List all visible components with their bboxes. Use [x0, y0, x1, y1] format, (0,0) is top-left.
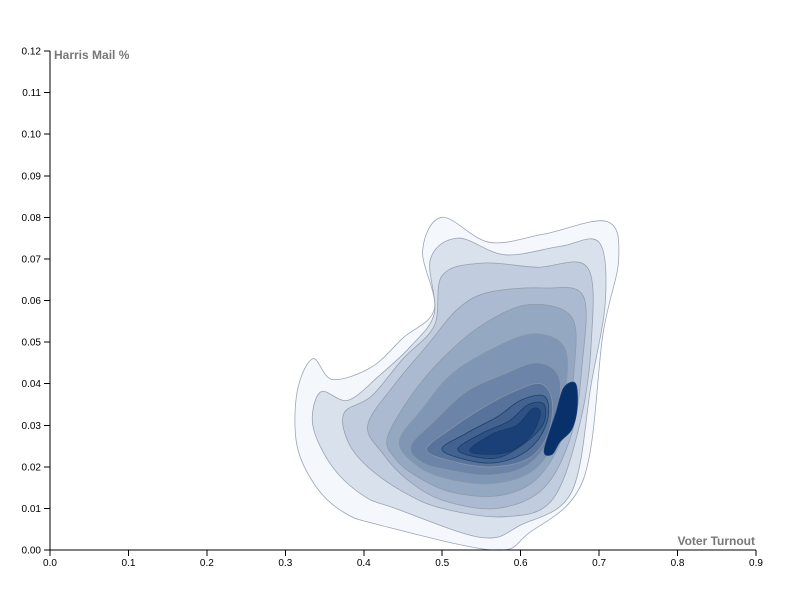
- x-tick-label: 0.5: [435, 558, 449, 569]
- y-tick-label: 0.01: [22, 504, 42, 515]
- y-axis-title: Harris Mail %: [54, 48, 130, 62]
- y-tick-label: 0.07: [22, 254, 42, 265]
- x-axis-title: Voter Turnout: [677, 534, 755, 548]
- y-tick-label: 0.00: [22, 546, 42, 557]
- y-tick-label: 0.04: [22, 379, 42, 390]
- y-tick-label: 0.10: [22, 130, 42, 141]
- y-tick-label: 0.09: [22, 171, 42, 182]
- x-tick-label: 0.2: [200, 558, 214, 569]
- y-tick-label: 0.03: [22, 421, 42, 432]
- y-tick-label: 0.06: [22, 296, 42, 307]
- y-tick-label: 0.12: [22, 47, 42, 58]
- x-tick-label: 0.3: [278, 558, 292, 569]
- x-tick-label: 0.4: [357, 558, 371, 569]
- x-tick-label: 0.6: [514, 558, 528, 569]
- y-tick-label: 0.08: [22, 213, 42, 224]
- y-tick-label: 0.05: [22, 338, 42, 349]
- density-contour-level-12: [543, 381, 578, 456]
- density-contour-level-11: [469, 407, 541, 455]
- y-tick-label: 0.02: [22, 462, 42, 473]
- x-tick-label: 0.0: [43, 558, 57, 569]
- x-tick-label: 0.1: [121, 558, 135, 569]
- x-tick-label: 0.9: [749, 558, 763, 569]
- y-tick-label: 0.11: [22, 88, 41, 99]
- x-axis: 0.0 0.1 0.2 0.3 0.4 0.5 0.6 0.7 0.8 0.9: [43, 549, 763, 569]
- y-axis: 0.00 0.01 0.02 0.03 0.04 0.05 0.06 0.07 0.08 0.09…: [22, 47, 51, 557]
- x-tick-label: 0.8: [671, 558, 685, 569]
- contour-layer: [294, 216, 620, 551]
- x-tick-label: 0.7: [592, 558, 606, 569]
